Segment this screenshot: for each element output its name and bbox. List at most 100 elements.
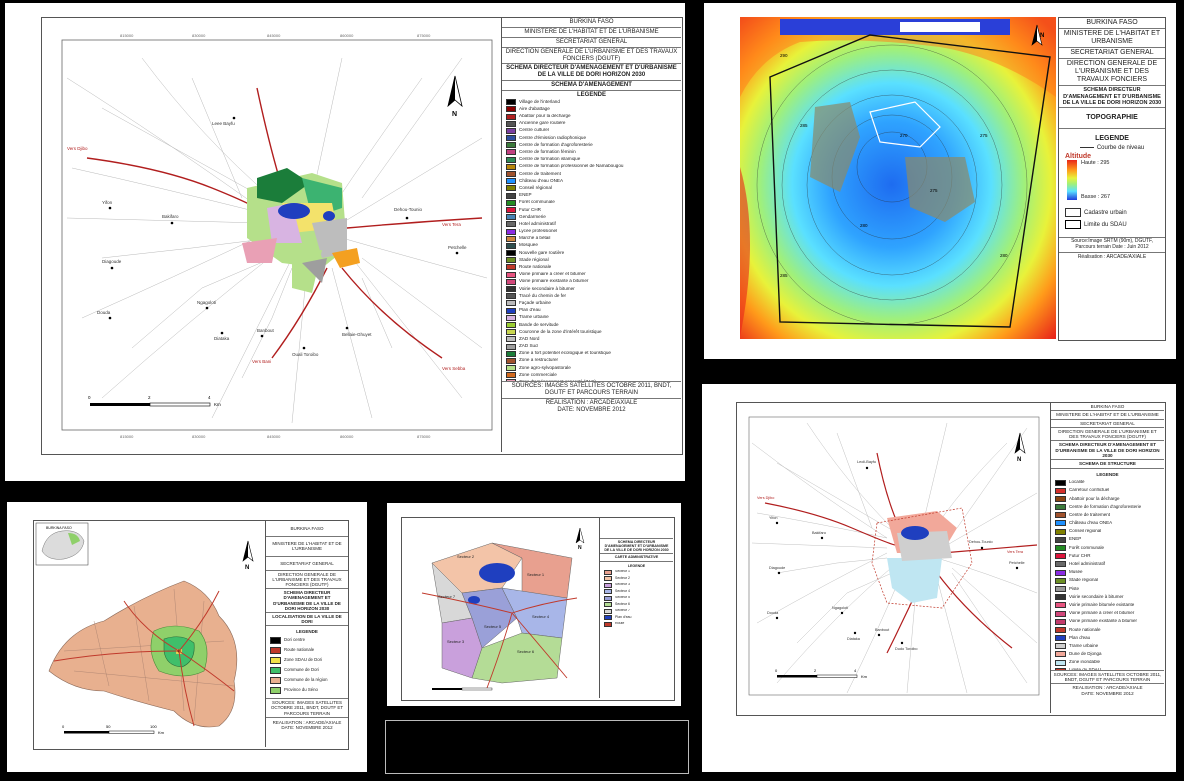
- legend-swatch: [506, 99, 516, 106]
- altitude-high-label: Haute : 295: [1081, 160, 1110, 167]
- legend-item: Route: [604, 621, 669, 627]
- place-label: Douda: [767, 611, 779, 615]
- legend-swatch: [506, 221, 516, 228]
- legend-label: Nouvelle gare routière: [519, 250, 565, 255]
- legend-item: Zone SDAU de Dori: [270, 657, 344, 665]
- lake: [479, 563, 515, 583]
- legend-item: Trame urbaine: [1055, 643, 1160, 650]
- legend-swatch: [1055, 618, 1066, 625]
- legend-swatch: [506, 171, 516, 177]
- legend-swatch: [1055, 536, 1066, 543]
- legend-label: Voirie primaire existante à bitumer: [519, 278, 589, 284]
- legend-item: Plan d'eau: [1055, 635, 1160, 642]
- north-arrow-icon: N: [447, 75, 463, 118]
- secretariat-label: SECRETARIAT GENERAL: [266, 557, 348, 571]
- svg-text:815000: 815000: [120, 33, 134, 38]
- map-title: SCHEMA DIRECTEUR D'AMENAGEMENT ET D'URBA…: [600, 539, 673, 555]
- legend-item: Musée: [1055, 569, 1160, 576]
- topographie-title-block: BURKINA FASO MINISTERE DE L'HABITAT ET U…: [1058, 17, 1166, 341]
- country-inset-map: BURKINA FASO: [35, 522, 89, 566]
- north-arrow-icon: N: [1014, 432, 1026, 463]
- legend-swatch: [506, 307, 516, 314]
- svg-text:270: 270: [900, 133, 908, 138]
- legend-swatch: [1055, 643, 1066, 650]
- legend-item: Dune de Djonga: [1055, 651, 1160, 658]
- legend-item: Piste: [1055, 585, 1160, 592]
- legend-label: Château d'eau ONEA: [519, 178, 564, 183]
- svg-text:50: 50: [106, 724, 111, 729]
- legend-item: Secteur 4: [604, 589, 669, 594]
- legend-swatch: [506, 314, 516, 321]
- legend-item: Stade régional: [506, 257, 677, 264]
- legend-item: Château d'eau ONEA: [506, 178, 677, 185]
- legend-item: Stade régional: [1055, 577, 1160, 584]
- scale-bar: [432, 687, 493, 691]
- legend-swatch: [506, 228, 516, 235]
- legend-item: Zone à fort potentiel écologique et tour…: [506, 350, 677, 357]
- legend-label: Lycée professionel: [519, 228, 558, 234]
- legend-item: Château d'eau ONEA: [1055, 520, 1160, 527]
- legend-label: Limite du SDAU: [1069, 668, 1101, 670]
- legend-list: Localité Carrefour conflictuel Abattoir po…: [1051, 479, 1164, 670]
- legend-swatch: [506, 250, 516, 257]
- legend-label: Piste: [1069, 585, 1080, 591]
- legend-item: Lycée professionel: [506, 228, 677, 235]
- legend-swatch: [1055, 479, 1066, 486]
- legend-item: Futur CHR: [1055, 553, 1160, 560]
- legend-label: Hotel administratif: [519, 221, 556, 226]
- place-label: Bakifaro: [162, 214, 179, 219]
- legend-swatch: [506, 365, 516, 372]
- place-labels: Leoli-Bayfu Vers Djibo Yifon Bakifaro Di…: [757, 460, 1025, 651]
- svg-text:N: N: [452, 111, 457, 118]
- svg-text:0: 0: [775, 668, 778, 673]
- legend-label: Secteur 5: [615, 595, 630, 600]
- legend-item: Voirie secondaire à bitumer: [1055, 594, 1160, 601]
- sector-labels: Secteur 1 Secteur 2 Secteur 6 Secteur 3 …: [438, 554, 550, 654]
- country-label: BURKINA FASO: [1059, 18, 1165, 30]
- legend-swatch: [1055, 651, 1066, 658]
- legend-item: Voirie primaire à créer et bitumer: [506, 271, 677, 278]
- coordinate-ticks: 815000 830000 845000 860000 875000 81500…: [120, 33, 431, 439]
- legend-swatch: [506, 242, 516, 249]
- legend-item: Province du Séno: [270, 687, 344, 695]
- legend-label: Commune de la région: [284, 677, 328, 683]
- legend-item: Voirie primaire existante à bitumer: [506, 278, 677, 285]
- legend-label: Forêt communale: [1069, 545, 1105, 550]
- legend-item: Conseil régional: [1055, 528, 1160, 535]
- legend-label: Secteur 2: [615, 576, 630, 580]
- legend-swatch: [506, 163, 516, 170]
- svg-text:845000: 845000: [267, 33, 281, 38]
- legend-swatch: [506, 321, 516, 328]
- place-label: Bakifaro: [812, 531, 826, 535]
- localisation-map-panel: BURKINA FASO N 0 50 100 Km: [7, 502, 367, 772]
- secretariat-label: SECRETARIAT GENERAL: [1051, 420, 1164, 428]
- localisation-title-block: BURKINA FASO MINISTERE DE L'HABITAT ET D…: [265, 521, 348, 747]
- legend-swatch: [506, 264, 516, 271]
- place-label: Diagoude: [102, 259, 122, 264]
- legend-swatch: [506, 142, 516, 149]
- legend-swatch: [506, 120, 516, 127]
- legend-title: LEGENDE: [296, 629, 318, 635]
- svg-text:N: N: [1040, 33, 1044, 39]
- legend-swatch: [506, 336, 516, 343]
- scale-bar: 0 2 4 Km: [88, 395, 221, 407]
- place-label: Bellaie-Ghuyet: [342, 332, 372, 337]
- legend-label: Zone à fort potentiel écologique et tour…: [519, 350, 611, 356]
- place-label: Vers Djibo: [67, 146, 88, 151]
- legend-swatch: [506, 199, 516, 206]
- source-label: Source:Image SRTM (90m), DGUTF, Parcours…: [1059, 237, 1165, 253]
- legend-swatch: [1055, 512, 1066, 519]
- legend-swatch: [506, 300, 516, 307]
- legend-swatch: [506, 343, 516, 350]
- legend-label: Bande de servitude: [519, 321, 559, 327]
- legend-label: Route nationale: [284, 647, 315, 653]
- administrative-map-panel: Secteur 1 Secteur 2 Secteur 6 Secteur 3 …: [387, 503, 681, 706]
- svg-text:815000: 815000: [120, 434, 134, 439]
- pond: [468, 596, 480, 604]
- map-subtitle: SCHEMA D'AMENAGEMENT: [502, 81, 681, 92]
- legend-label: Province du Séno: [284, 687, 318, 693]
- place-label: Banbout: [875, 628, 890, 632]
- date-label: DATE: NOVEMBRE 2012: [557, 406, 626, 413]
- legend-label: Zone d'aménagement concerté (ZAC): [519, 379, 596, 381]
- svg-text:Secteur 6: Secteur 6: [517, 649, 535, 654]
